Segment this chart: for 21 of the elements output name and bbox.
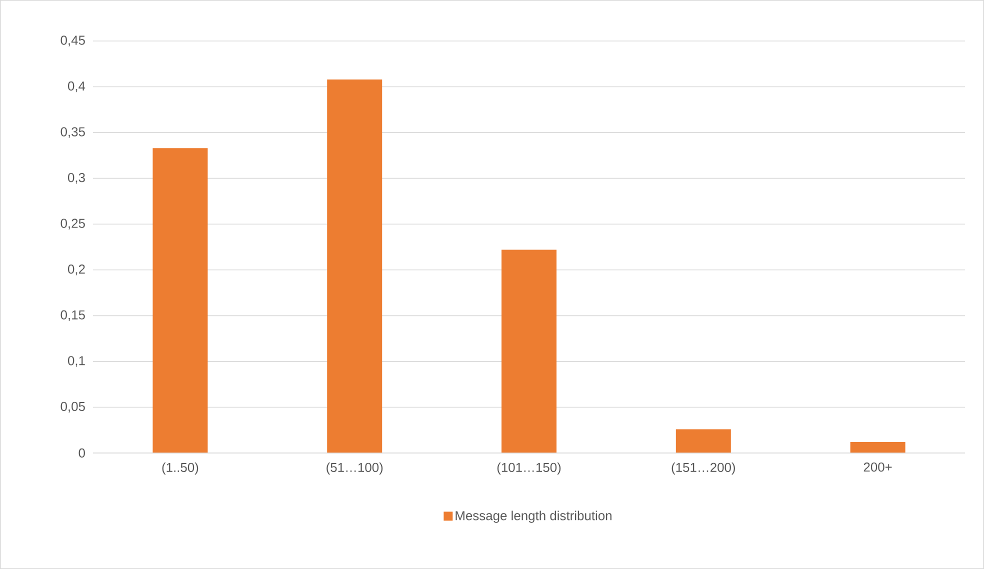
bar <box>152 148 208 453</box>
y-tick-label: 0,45 <box>60 36 85 46</box>
y-tick-label: 0,35 <box>60 127 85 138</box>
bar <box>327 79 382 453</box>
y-tick-label: 0,1 <box>68 356 85 367</box>
legend-label: Message length distribution <box>456 510 612 523</box>
y-tick-label: 0 <box>78 448 85 458</box>
x-tick-label: (151…200) <box>672 462 735 475</box>
y-tick-label: 0,15 <box>60 310 85 322</box>
x-tick-label: (1..50) <box>162 462 198 475</box>
x-tick-label: (51…100) <box>326 462 383 475</box>
y-tick-label: 0,05 <box>60 402 85 413</box>
bar <box>676 429 731 453</box>
y-tick-label: 0,25 <box>60 218 85 230</box>
bar <box>850 442 906 453</box>
x-tick-label: (101…150) <box>497 462 561 475</box>
y-tick-label: 0,3 <box>68 172 85 184</box>
bar <box>502 250 557 453</box>
y-tick-label: 0,2 <box>68 264 85 276</box>
x-tick-label: 200+ <box>864 462 892 472</box>
y-tick-label: 0,4 <box>68 81 86 92</box>
